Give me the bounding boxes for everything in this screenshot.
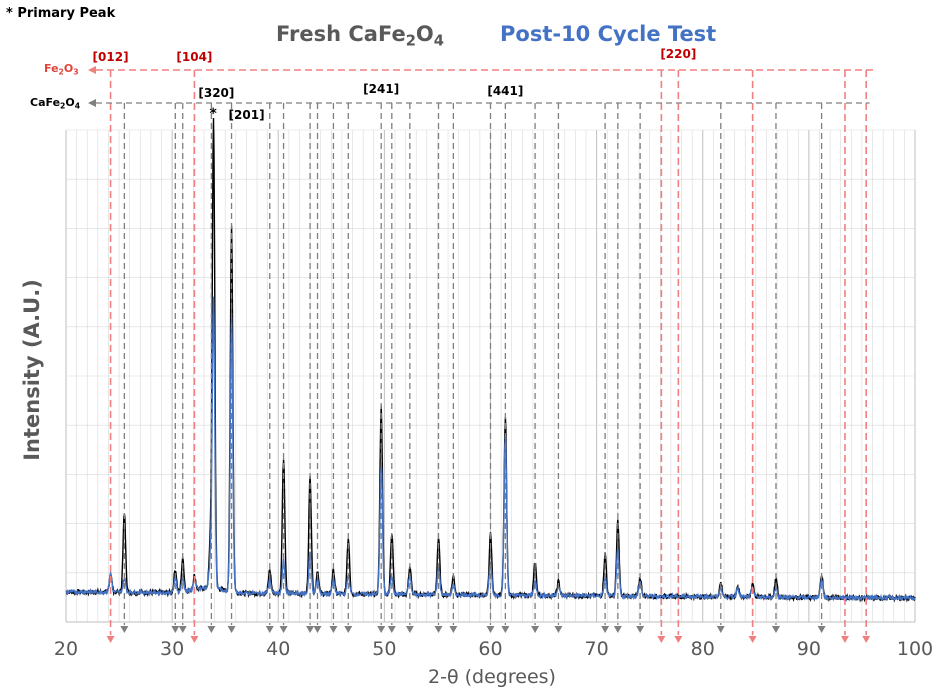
- reference-arrow-fe2o3: [840, 636, 849, 643]
- miller-index-label: [441]: [487, 84, 524, 98]
- legend-fresh: Fresh CaFe2O4: [276, 22, 445, 50]
- reference-arrow-fe2o3: [106, 636, 115, 643]
- phase-label-cafe2o4: CaFe2O4: [30, 96, 81, 111]
- reference-arrow-cafe2o4: [227, 626, 236, 633]
- miller-index-label: [104]: [176, 50, 213, 64]
- x-tick-label: 50: [372, 638, 397, 660]
- reference-arrow-fe2o3: [657, 636, 666, 643]
- reference-arrow-cafe2o4: [636, 626, 645, 633]
- reference-arrow-fe2o3: [190, 636, 199, 643]
- reference-arrow-cafe2o4: [449, 626, 458, 633]
- reference-arrow-cafe2o4: [387, 626, 396, 633]
- reference-arrow-cafe2o4: [178, 626, 187, 633]
- primary-peak-star: *: [209, 106, 217, 122]
- primary-peak-note: * Primary Peak: [6, 6, 116, 21]
- x-axis-label: 2-θ (degrees): [428, 666, 556, 688]
- reference-arrow-cafe2o4: [501, 626, 510, 633]
- reference-arrow-cafe2o4: [716, 626, 725, 633]
- reference-arrow-cafe2o4: [601, 626, 610, 633]
- reference-arrow-cafe2o4: [771, 626, 780, 633]
- reference-arrow-cafe2o4: [120, 626, 129, 633]
- reference-arrow-cafe2o4: [817, 626, 826, 633]
- x-tick-label: 60: [478, 638, 503, 660]
- reference-arrow-cafe2o4: [306, 626, 315, 633]
- series-line-post: [65, 296, 916, 603]
- reference-arrow-cafe2o4: [377, 626, 386, 633]
- leader-arrow-fe2o3: [88, 66, 96, 74]
- reference-arrow-cafe2o4: [554, 626, 563, 633]
- reference-arrow-cafe2o4: [405, 626, 414, 633]
- reference-arrow-cafe2o4: [279, 626, 288, 633]
- x-tick-label: 30: [160, 638, 185, 660]
- miller-index-label: [220]: [660, 47, 697, 61]
- miller-index-label: [012]: [92, 50, 129, 64]
- miller-index-label: [320]: [198, 86, 235, 100]
- x-tick-label: 80: [690, 638, 715, 660]
- legend-post: Post-10 Cycle Test: [500, 22, 717, 46]
- miller-index-label: [241]: [363, 82, 400, 96]
- reference-arrow-cafe2o4: [613, 626, 622, 633]
- reference-arrow-fe2o3: [748, 636, 757, 643]
- x-tick-label: 40: [266, 638, 291, 660]
- x-tick-label: 100: [896, 638, 934, 660]
- reference-arrow-cafe2o4: [313, 626, 322, 633]
- reference-arrow-cafe2o4: [265, 626, 274, 633]
- reference-arrow-cafe2o4: [344, 626, 353, 633]
- leader-arrow-cafe2o4: [88, 99, 96, 107]
- reference-arrow-fe2o3: [862, 636, 871, 643]
- reference-arrow-cafe2o4: [531, 626, 540, 633]
- reference-arrow-cafe2o4: [207, 626, 216, 633]
- reference-arrow-fe2o3: [674, 636, 683, 643]
- phase-label-fe2o3: Fe2O3: [44, 62, 79, 77]
- y-axis-label: Intensity (A.U.): [20, 279, 44, 461]
- reference-arrow-cafe2o4: [329, 626, 338, 633]
- reference-arrow-cafe2o4: [486, 626, 495, 633]
- x-tick-label: 70: [584, 638, 609, 660]
- x-tick-label: 20: [53, 638, 79, 660]
- miller-index-label: [201]: [228, 108, 265, 122]
- reference-arrow-cafe2o4: [434, 626, 443, 633]
- reference-arrow-cafe2o4: [171, 626, 180, 633]
- x-tick-label: 90: [796, 638, 821, 660]
